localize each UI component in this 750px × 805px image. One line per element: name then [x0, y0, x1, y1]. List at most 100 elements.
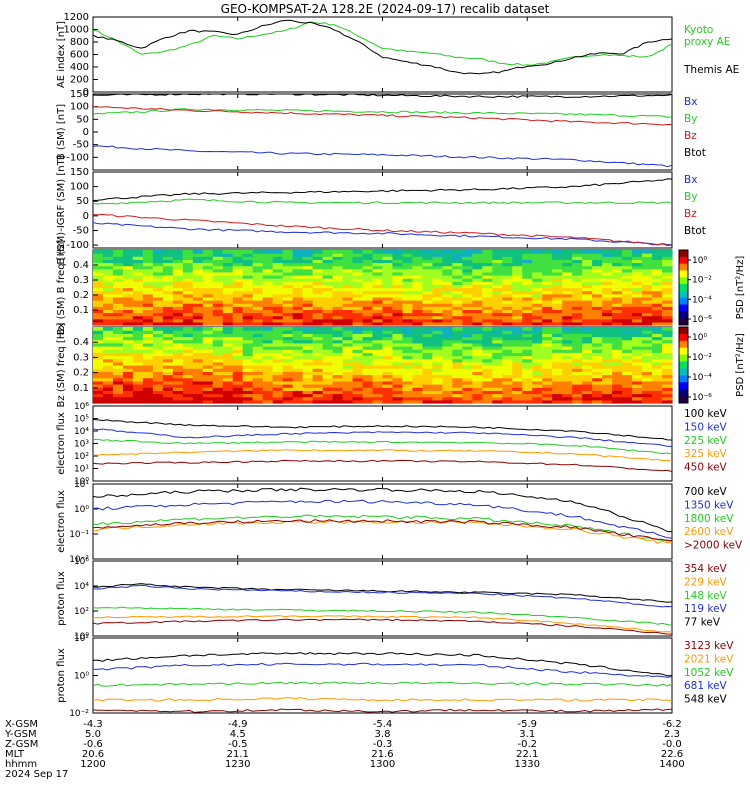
spectrogram-cell: [332, 315, 344, 320]
spectrogram-cell: [93, 361, 104, 366]
spectrogram-cell: [302, 271, 314, 276]
spectrogram-cell: [502, 339, 513, 344]
spectrogram-cell: [442, 399, 453, 404]
spectrogram-cell: [192, 333, 204, 338]
spectrogram-cell: [232, 380, 244, 385]
spectrogram-cell: [362, 296, 374, 301]
spectrogram-cell: [112, 290, 124, 295]
spectrogram-cell: [332, 396, 344, 401]
spectrogram-cell: [152, 259, 164, 264]
spectrogram-cell: [562, 287, 573, 292]
spectrogram-cell: [582, 256, 593, 260]
spectrogram-cell: [342, 399, 354, 404]
spectrogram-cell: [322, 390, 334, 395]
spectrogram-cell: [382, 393, 394, 398]
spectrogram-cell: [392, 380, 404, 385]
spectrogram-cell: [162, 336, 174, 341]
spectrogram-cell: [362, 309, 374, 314]
spectrogram-cell: [432, 380, 443, 385]
spectrogram-cell: [492, 349, 503, 353]
spectrogram-cell: [622, 327, 633, 331]
spectrogram-cell: [142, 333, 154, 338]
spectrogram-cell: [432, 387, 443, 391]
spectrogram-cell: [202, 361, 214, 366]
spectrogram-cell: [172, 290, 184, 295]
spectrogram-cell: [432, 275, 443, 279]
spectrogram-cell: [242, 399, 254, 404]
spectrogram-cell: [142, 262, 154, 267]
spectrogram-cell: [532, 275, 543, 279]
spectrogram-cell: [352, 253, 364, 257]
spectrogram-cell: [652, 256, 663, 260]
spectrogram-cell: [232, 281, 244, 285]
spectrogram-cell: [242, 321, 254, 326]
spectrogram-cell: [602, 303, 613, 307]
spectrogram-cell: [512, 390, 523, 395]
spectrogram-cell: [432, 399, 443, 404]
spectrogram-cell: [252, 312, 264, 317]
spectrogram-cell: [502, 368, 513, 372]
spectrogram-cell: [212, 293, 224, 298]
spectrogram-cell: [602, 393, 613, 398]
spectrogram-cell: [212, 333, 224, 338]
spectrogram-cell: [472, 318, 483, 323]
spectrogram-cell: [342, 355, 354, 360]
spectrogram-cell: [102, 265, 114, 270]
spectrogram-cell: [322, 342, 334, 347]
spectrogram-cell: [422, 278, 434, 282]
spectrogram-cell: [122, 355, 134, 360]
spectrogram-cell: [162, 278, 174, 282]
series-line-450-kev: [93, 459, 672, 473]
y-tick-label: 0: [83, 127, 89, 138]
spectrogram-cell: [552, 377, 563, 382]
spectrogram-cell: [132, 259, 144, 264]
spectrogram-cell: [272, 250, 284, 254]
spectrogram-cell: [262, 284, 274, 289]
spectrogram-cell: [472, 377, 483, 382]
spectrogram-cell: [302, 390, 314, 395]
spectrogram-cell: [472, 268, 483, 273]
spectrogram-cell: [652, 393, 663, 398]
y-tick-label: 10⁶: [74, 402, 89, 412]
spectrogram-cell: [512, 287, 523, 292]
spectrogram-cell: [282, 318, 294, 323]
spectrogram-cell: [522, 361, 533, 366]
spectrogram-cell: [93, 368, 104, 372]
spectrogram-cell: [592, 300, 603, 304]
spectrogram-cell: [382, 321, 394, 326]
spectrogram-cell: [102, 327, 114, 331]
spectrogram-cell: [172, 250, 184, 254]
spectrogram-cell: [282, 374, 294, 379]
spectrogram-cell: [382, 256, 394, 260]
spectrogram-cell: [562, 318, 573, 323]
spectrogram-cell: [112, 365, 124, 369]
spectrogram-cell: [322, 396, 334, 401]
spectrogram-cell: [152, 271, 164, 276]
spectrogram-cell: [402, 349, 414, 353]
spectrogram-cell: [122, 330, 134, 334]
spectrogram-cell: [592, 365, 603, 369]
spectrogram-cell: [572, 346, 583, 350]
spectrogram-cell: [292, 368, 304, 372]
spectrogram-cell: [302, 352, 314, 357]
spectrogram-cell: [562, 259, 573, 264]
spectrogram-cell: [372, 330, 384, 334]
spectrogram-cell: [312, 256, 324, 260]
spectrogram-cell: [122, 361, 134, 366]
spectrogram-cell: [312, 265, 324, 270]
spectrogram-cell: [482, 355, 493, 360]
spectrogram-cell: [182, 303, 194, 307]
spectrogram-cell: [572, 281, 583, 285]
spectrogram-cell: [602, 377, 613, 382]
spectrogram-cell: [472, 330, 483, 334]
spectrogram-cell: [372, 271, 384, 276]
spectrogram-cell: [462, 342, 473, 347]
spectrogram-cell: [492, 278, 503, 282]
spectrogram-cell: [432, 278, 443, 282]
spectrogram-cell: [432, 371, 443, 376]
spectrogram-cell: [142, 259, 154, 264]
spectrogram-cell: [322, 275, 334, 279]
series-line-700-kev: [93, 487, 672, 533]
spectrogram-cell: [172, 303, 184, 307]
panel-frame: [92, 16, 673, 93]
